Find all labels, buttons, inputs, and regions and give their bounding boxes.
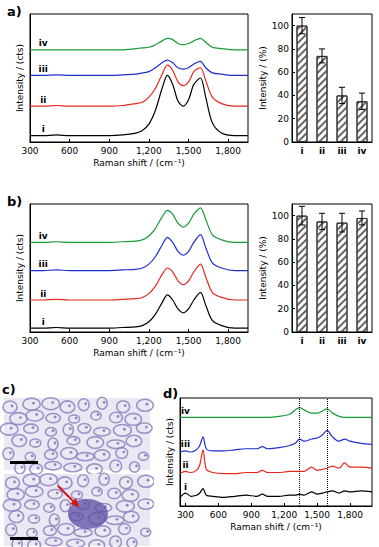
svg-text:Intensity / (cts): Intensity / (cts) [15,234,25,302]
svg-text:ii: ii [40,289,46,299]
svg-text:1,800: 1,800 [215,146,241,156]
svg-text:600: 600 [61,146,78,156]
svg-text:Intensity / (cts): Intensity / (cts) [165,418,175,486]
svg-text:100: 100 [272,211,289,221]
svg-text:1,200: 1,200 [136,146,162,156]
svg-text:iii: iii [39,259,48,269]
svg-text:1,500: 1,500 [176,146,202,156]
svg-text:600: 600 [210,510,227,520]
svg-text:ii: ii [40,95,46,105]
svg-text:a): a) [7,4,22,19]
svg-text:0: 0 [283,137,289,147]
svg-text:40: 40 [278,90,290,100]
svg-text:b): b) [7,194,22,209]
svg-text:c): c) [2,382,16,397]
svg-text:60: 60 [278,257,290,267]
svg-text:1,200: 1,200 [136,336,162,346]
svg-text:300: 300 [21,336,38,346]
svg-text:i: i [300,336,303,346]
svg-text:iii: iii [337,146,346,156]
svg-text:Intensity / (%): Intensity / (%) [258,236,268,300]
svg-text:1,800: 1,800 [215,336,241,346]
svg-text:Raman shift / (cm⁻¹): Raman shift / (cm⁻¹) [93,158,185,168]
svg-text:iv: iv [39,231,48,241]
svg-text:40: 40 [278,280,290,290]
svg-text:1,500: 1,500 [304,510,330,520]
svg-text:iv: iv [39,38,48,48]
svg-text:20: 20 [278,114,290,124]
svg-text:600: 600 [61,336,78,346]
svg-text:iii: iii [39,64,48,74]
svg-text:300: 300 [21,146,38,156]
svg-text:1,800: 1,800 [337,510,363,520]
svg-text:i: i [300,146,303,156]
svg-text:900: 900 [243,510,260,520]
svg-text:1,500: 1,500 [176,336,202,346]
svg-text:Raman shift / (cm⁻¹): Raman shift / (cm⁻¹) [93,348,185,358]
svg-text:ii: ii [319,336,325,346]
svg-text:iv: iv [358,146,367,156]
svg-text:1,200: 1,200 [271,510,297,520]
svg-text:iii: iii [181,439,190,449]
svg-text:d): d) [163,386,178,401]
svg-text:iv: iv [181,406,190,416]
svg-text:Raman shift / (cm⁻¹): Raman shift / (cm⁻¹) [230,522,322,532]
svg-text:100: 100 [272,21,289,31]
svg-text:ii: ii [182,460,188,470]
svg-text:i: i [42,124,45,134]
svg-text:0: 0 [283,327,289,337]
svg-text:80: 80 [278,44,290,54]
svg-text:Intensity / (%): Intensity / (%) [258,46,268,110]
svg-text:80: 80 [278,234,290,244]
svg-text:Intensity / (cts): Intensity / (cts) [15,44,25,112]
svg-text:20: 20 [278,304,290,314]
svg-text:iv: iv [358,336,367,346]
svg-text:900: 900 [101,336,118,346]
svg-text:iii: iii [337,336,346,346]
svg-text:ii: ii [319,146,325,156]
svg-text:60: 60 [278,67,290,77]
svg-text:i: i [184,482,187,492]
svg-text:900: 900 [101,146,118,156]
svg-text:300: 300 [177,510,194,520]
svg-text:i: i [42,317,45,327]
